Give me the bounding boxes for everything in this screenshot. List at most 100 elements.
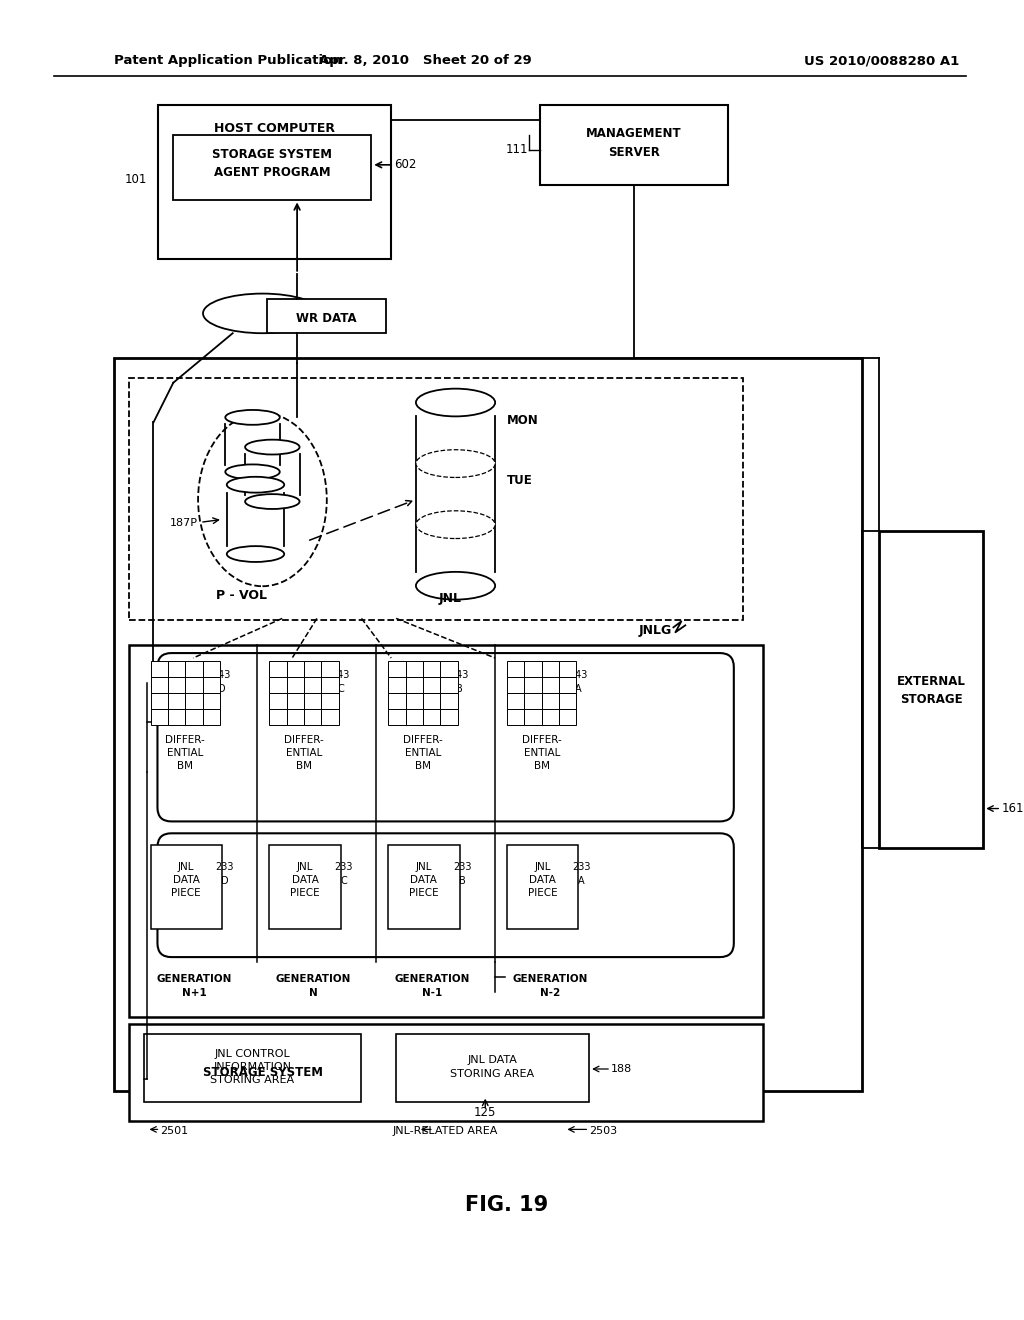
Ellipse shape <box>226 477 285 492</box>
Bar <box>151 845 222 929</box>
Bar <box>524 709 542 726</box>
Bar <box>440 693 458 709</box>
Ellipse shape <box>225 411 280 425</box>
Bar <box>151 677 168 693</box>
Text: EXTERNAL: EXTERNAL <box>897 676 966 688</box>
Ellipse shape <box>245 440 300 454</box>
Text: DATA: DATA <box>292 875 318 884</box>
Text: SERVER: SERVER <box>608 147 659 160</box>
Bar <box>524 677 542 693</box>
Text: 2501: 2501 <box>161 1126 188 1137</box>
Text: US 2010/0088280 A1: US 2010/0088280 A1 <box>804 54 959 67</box>
Text: P - VOL: P - VOL <box>216 589 267 602</box>
Bar <box>388 661 406 677</box>
Text: 161: 161 <box>1001 803 1024 814</box>
Bar <box>524 661 542 677</box>
Text: BM: BM <box>177 760 194 771</box>
Text: JNL DATA: JNL DATA <box>467 1055 517 1065</box>
Bar <box>559 693 577 709</box>
Text: D: D <box>218 684 225 694</box>
Text: 443: 443 <box>451 669 469 680</box>
Text: STORAGE SYSTEM: STORAGE SYSTEM <box>203 1067 323 1080</box>
Text: AGENT PROGRAM: AGENT PROGRAM <box>214 166 331 180</box>
Bar <box>287 709 304 726</box>
Text: ENTIAL: ENTIAL <box>286 748 323 758</box>
Text: JNL: JNL <box>416 862 432 873</box>
Text: PIECE: PIECE <box>171 888 201 898</box>
Text: WR DATA: WR DATA <box>297 312 357 325</box>
Text: GENERATION: GENERATION <box>394 974 469 983</box>
Bar <box>287 693 304 709</box>
Text: D: D <box>221 876 228 886</box>
Ellipse shape <box>198 413 327 586</box>
Bar <box>151 709 168 726</box>
Text: BM: BM <box>534 760 550 771</box>
Bar <box>406 661 423 677</box>
Bar <box>203 661 220 677</box>
Bar <box>388 677 406 693</box>
Text: DIFFER-: DIFFER- <box>284 735 324 746</box>
Text: B: B <box>459 876 466 886</box>
Ellipse shape <box>203 293 322 333</box>
Ellipse shape <box>416 388 496 416</box>
Text: JNL: JNL <box>178 862 195 873</box>
Text: DATA: DATA <box>529 875 556 884</box>
Text: FIG. 19: FIG. 19 <box>466 1195 549 1214</box>
Bar <box>143 1035 361 1102</box>
Text: STORING AREA: STORING AREA <box>211 1074 295 1085</box>
Bar <box>406 709 423 726</box>
Text: STORING AREA: STORING AREA <box>451 1069 535 1078</box>
Bar <box>507 709 524 726</box>
Bar <box>406 693 423 709</box>
Bar <box>396 1035 589 1102</box>
Bar <box>269 693 287 709</box>
Text: ENTIAL: ENTIAL <box>404 748 441 758</box>
Bar <box>322 677 339 693</box>
Bar <box>185 709 203 726</box>
Text: DIFFER-: DIFFER- <box>522 735 561 746</box>
Text: PIECE: PIECE <box>409 888 438 898</box>
Bar <box>559 677 577 693</box>
Bar <box>322 693 339 709</box>
Ellipse shape <box>416 572 496 599</box>
Text: 233: 233 <box>454 862 472 873</box>
Text: 101: 101 <box>124 173 146 186</box>
FancyBboxPatch shape <box>158 653 734 821</box>
Ellipse shape <box>226 546 285 562</box>
Bar <box>203 693 220 709</box>
Text: JNL: JNL <box>297 862 313 873</box>
Text: 233: 233 <box>215 862 234 873</box>
Text: PIECE: PIECE <box>528 888 557 898</box>
Bar <box>203 677 220 693</box>
Ellipse shape <box>245 494 300 510</box>
Bar <box>287 661 304 677</box>
Bar <box>507 677 524 693</box>
Text: STORAGE: STORAGE <box>900 693 963 706</box>
Bar <box>269 661 287 677</box>
Text: MANAGEMENT: MANAGEMENT <box>586 127 682 140</box>
Bar <box>559 661 577 677</box>
Text: N+1: N+1 <box>181 987 207 998</box>
Bar <box>880 531 983 849</box>
Bar <box>269 677 287 693</box>
Bar <box>542 661 559 677</box>
Bar <box>287 677 304 693</box>
Bar <box>129 378 742 620</box>
Bar <box>168 693 185 709</box>
Bar <box>406 677 423 693</box>
Ellipse shape <box>416 450 496 478</box>
Bar <box>269 709 287 726</box>
Bar <box>540 106 728 185</box>
Text: 111: 111 <box>505 144 527 157</box>
Text: 443: 443 <box>213 669 231 680</box>
Text: INFORMATION: INFORMATION <box>214 1063 292 1072</box>
Bar <box>388 845 460 929</box>
Bar <box>203 709 220 726</box>
Text: BM: BM <box>296 760 312 771</box>
Bar <box>168 677 185 693</box>
Text: Apr. 8, 2010   Sheet 20 of 29: Apr. 8, 2010 Sheet 20 of 29 <box>319 54 532 67</box>
Text: C: C <box>340 876 347 886</box>
Bar <box>185 693 203 709</box>
Text: STORAGE SYSTEM: STORAGE SYSTEM <box>212 148 333 161</box>
Bar <box>423 709 440 726</box>
